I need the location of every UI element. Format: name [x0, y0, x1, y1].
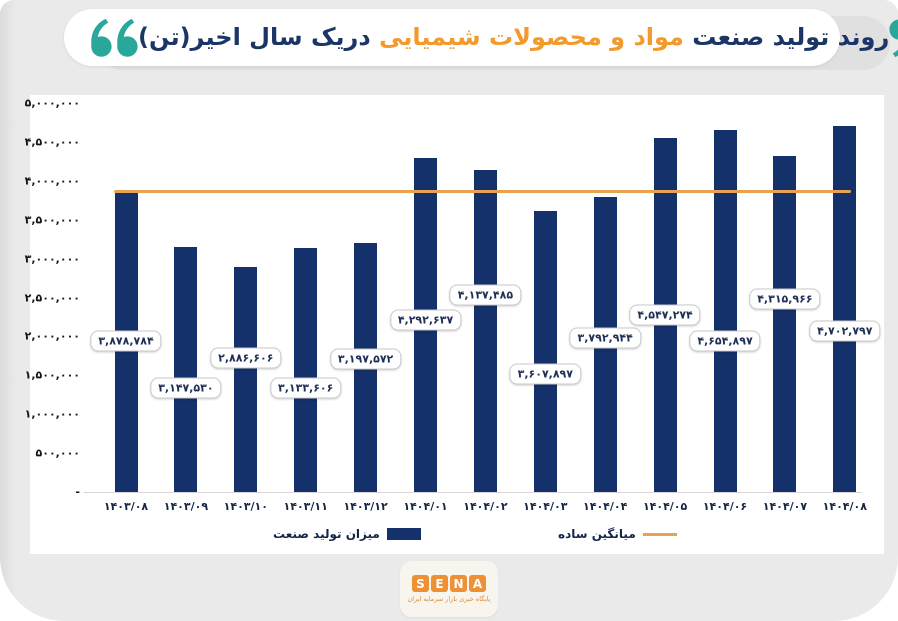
y-axis-label: ۴,۰۰۰,۰۰۰ — [24, 174, 80, 188]
title-part-2: مواد و محصولات شیمیایی — [379, 22, 684, 51]
sena-logo-letter: A — [469, 575, 486, 592]
x-axis-label: ۱۴۰۳/۱۱ — [283, 500, 328, 513]
bar-۱۴۰۴/۰۶ — [713, 129, 737, 492]
x-axis-label: ۱۴۰۳/۱۲ — [343, 500, 388, 513]
production-bar-swatch-icon — [386, 528, 421, 540]
bar-۱۴۰۳/۱۱ — [294, 248, 318, 492]
average-line-swatch-icon — [642, 532, 677, 536]
bar-value-label: ۳,۱۳۳,۶۰۶ — [270, 377, 342, 399]
bar-value-label: ۳,۷۹۲,۹۴۴ — [569, 327, 641, 349]
bar-۱۴۰۳/۰۹ — [174, 247, 198, 492]
bar-۱۴۰۴/۰۸ — [833, 126, 857, 492]
legend-item-production: میزان تولید صنعت — [273, 527, 421, 541]
legend-label-average: میانگین ساده — [558, 527, 636, 541]
x-axis-label: ۱۴۰۴/۰۲ — [463, 500, 508, 513]
bar-value-label: ۴,۵۴۷,۲۷۴ — [629, 304, 701, 326]
title-part-1: روند تولید صنعت — [692, 22, 890, 51]
bar-۱۴۰۴/۰۷ — [773, 156, 797, 492]
x-axis-line — [84, 492, 862, 493]
y-axis-label: ۲,۰۰۰,۰۰۰ — [24, 329, 80, 343]
x-axis-label: ۱۴۰۳/۰۹ — [163, 500, 209, 513]
y-axis-label: ۱,۰۰۰,۰۰۰ — [24, 407, 80, 421]
x-axis-label: ۱۴۰۴/۰۴ — [583, 500, 628, 513]
x-axis-label: ۱۴۰۴/۰۳ — [523, 500, 568, 513]
bar-value-label: ۳,۶۰۷,۸۹۷ — [509, 363, 581, 385]
legend-label-production: میزان تولید صنعت — [273, 527, 380, 541]
bar-value-label: ۲,۸۸۶,۶۰۶ — [210, 347, 282, 369]
bar-value-label: ۴,۲۹۲,۶۳۷ — [389, 309, 462, 331]
bar-value-label: ۴,۷۰۲,۷۹۷ — [809, 320, 881, 342]
y-axis-label: ۳,۵۰۰,۰۰۰ — [24, 213, 80, 227]
sena-logo-subtitle: پایگاه خبری بازار سرمایه ایران — [407, 595, 491, 603]
x-axis-label: ۱۴۰۳/۰۸ — [103, 500, 149, 513]
close-quote-icon — [889, 18, 898, 57]
x-axis-label: ۱۴۰۴/۰۸ — [822, 500, 867, 513]
bar-۱۴۰۳/۱۰ — [234, 267, 258, 492]
bar-۱۴۰۴/۰۳ — [533, 211, 557, 492]
x-axis-label: ۱۴۰۴/۰۱ — [403, 500, 448, 513]
open-quote-icon — [91, 18, 138, 57]
title-part-3: دریک سال اخیر(تن) — [138, 22, 371, 51]
average-line — [114, 189, 851, 193]
bar-value-label: ۴,۶۵۴,۸۹۷ — [689, 330, 761, 352]
page-title: روند تولید صنعت مواد و محصولات شیمیایی د… — [138, 23, 889, 53]
bar-value-label: ۳,۸۷۸,۷۸۴ — [90, 330, 162, 352]
bar-value-label: ۳,۱۴۷,۵۳۰ — [150, 377, 222, 399]
x-axis-label: ۱۴۰۴/۰۷ — [762, 500, 808, 513]
y-axis-label: ۲,۵۰۰,۰۰۰ — [24, 291, 80, 304]
bar-۱۴۰۴/۰۲ — [473, 170, 497, 492]
legend-item-average: میانگین ساده — [558, 527, 677, 541]
y-axis-label: ۴,۵۰۰,۰۰۰ — [24, 135, 80, 149]
sena-logo-letter: S — [412, 575, 429, 592]
y-axis-label: ۵,۰۰۰,۰۰۰ — [24, 96, 80, 110]
sena-logo-letter: E — [431, 575, 448, 592]
y-axis-label: ۱,۵۰۰,۰۰۰ — [24, 368, 80, 382]
title-bar: روند تولید صنعت مواد و محصولات شیمیایی د… — [64, 9, 898, 66]
y-axis-label: ۳,۰۰۰,۰۰۰ — [24, 252, 80, 266]
bar-value-label: ۴,۱۳۷,۴۸۵ — [449, 284, 522, 306]
x-axis-label: ۱۴۰۴/۰۶ — [702, 500, 748, 513]
sena-logo-letter: N — [450, 575, 467, 592]
bar-value-label: ۳,۱۹۷,۵۷۲ — [329, 348, 402, 370]
bar-value-label: ۴,۳۱۵,۹۶۶ — [749, 288, 821, 310]
y-axis-label: - — [75, 485, 80, 499]
x-axis-label: ۱۴۰۴/۰۵ — [642, 500, 688, 513]
x-axis-label: ۱۴۰۳/۱۰ — [223, 500, 268, 513]
y-axis-label: ۵۰۰,۰۰۰ — [35, 446, 80, 460]
